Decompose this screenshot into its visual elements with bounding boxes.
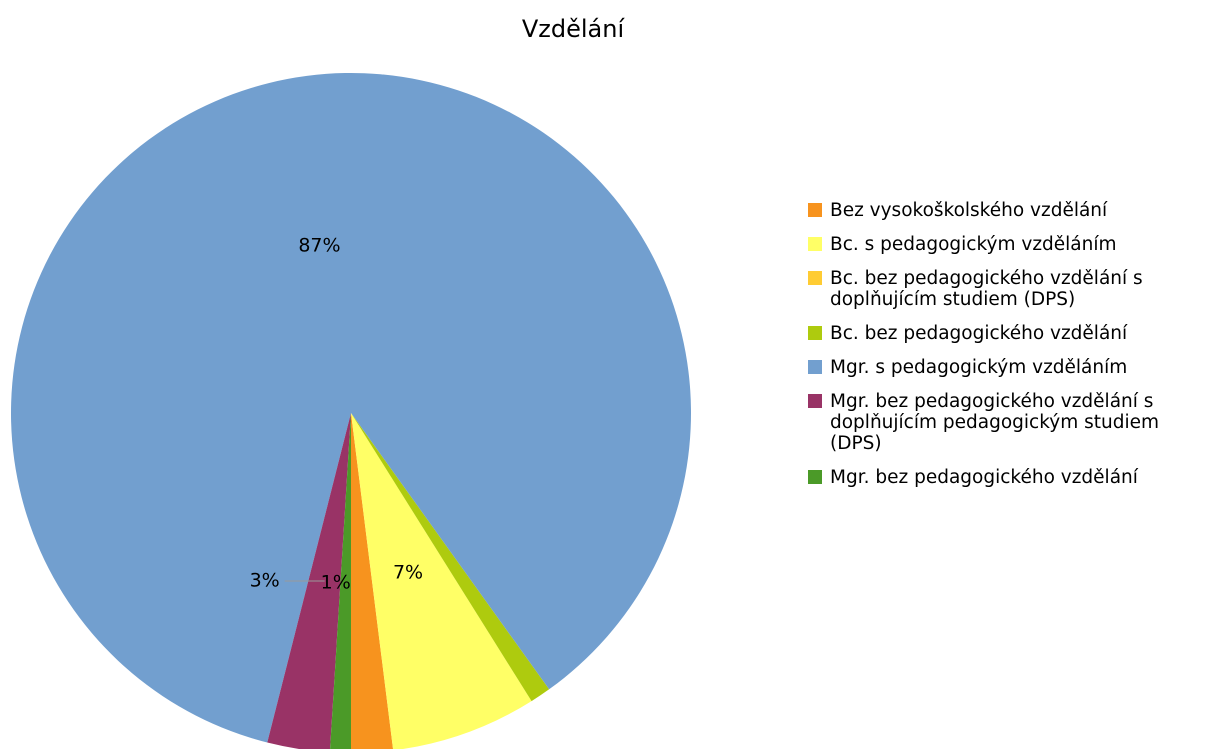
- legend-swatch: [808, 271, 822, 285]
- legend-label: Bc. bez pedagogického vzdělání s doplňuj…: [830, 268, 1143, 310]
- legend-swatch: [808, 360, 822, 374]
- legend-item: Bc. bez pedagogického vzdělání s doplňuj…: [806, 268, 1216, 310]
- legend-item: Mgr. bez pedagogického vzdělání s doplňu…: [806, 391, 1216, 454]
- data-label: 7%: [393, 562, 423, 584]
- legend-item: Mgr. s pedagogickým vzděláním: [806, 357, 1216, 378]
- pie-slice: [351, 413, 532, 749]
- pie-slice: [351, 413, 394, 749]
- data-label: 1%: [321, 571, 351, 593]
- chart-title: Vzdělání: [522, 15, 626, 43]
- legend: Bez vysokoškolského vzdělání Bc. s pedago…: [806, 200, 1216, 501]
- legend-item: Bez vysokoškolského vzdělání: [806, 200, 1216, 221]
- legend-label: Bc. bez pedagogického vzdělání: [830, 323, 1128, 344]
- legend-item: Bc. bez pedagogického vzdělání: [806, 323, 1216, 344]
- pie-slice: [330, 413, 351, 749]
- legend-label: Mgr. s pedagogickým vzděláním: [830, 357, 1128, 378]
- data-label: 3%: [250, 569, 280, 591]
- legend-swatch: [808, 394, 822, 408]
- legend-label: Bc. s pedagogickým vzděláním: [830, 234, 1117, 255]
- legend-item: Bc. s pedagogickým vzděláním: [806, 234, 1216, 255]
- legend-label: Mgr. bez pedagogického vzdělání: [830, 467, 1138, 488]
- legend-swatch: [808, 237, 822, 251]
- legend-label: Mgr. bez pedagogického vzdělání s doplňu…: [830, 391, 1160, 454]
- legend-label: Bez vysokoškolského vzdělání: [830, 200, 1108, 221]
- legend-item: Mgr. bez pedagogického vzdělání: [806, 467, 1216, 488]
- pie-slice: [10, 72, 691, 743]
- legend-swatch: [808, 203, 822, 217]
- legend-swatch: [808, 326, 822, 340]
- legend-swatch: [808, 470, 822, 484]
- data-label: 87%: [298, 234, 340, 256]
- pie-slice: [351, 413, 550, 702]
